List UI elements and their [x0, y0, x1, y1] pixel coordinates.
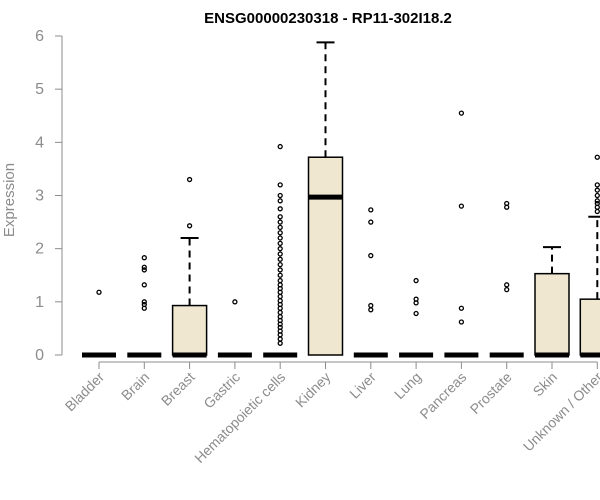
y-axis-label: Expression — [1, 163, 18, 237]
outlier-point — [277, 277, 283, 284]
outlier-point — [277, 267, 283, 273]
outlier-point — [277, 314, 283, 320]
box-7 — [399, 277, 434, 358]
outlier-point — [277, 324, 283, 331]
y-tick-label: 6 — [35, 28, 44, 45]
outlier-point — [277, 240, 283, 247]
box-0 — [82, 289, 116, 358]
outlier-point — [458, 110, 465, 116]
x-tick-label: Bladder — [62, 369, 108, 415]
outlier-point — [232, 299, 238, 305]
outlier-point — [277, 251, 283, 257]
outlier-point — [413, 296, 419, 302]
outlier-point — [277, 336, 283, 342]
outlier-point — [277, 182, 283, 188]
y-tick-label: 2 — [35, 241, 44, 258]
outlier-point — [277, 293, 283, 300]
box-series — [82, 41, 600, 358]
outlier-point — [277, 230, 283, 236]
outlier-point — [277, 224, 283, 231]
outlier-point — [594, 154, 600, 160]
outlier-point — [141, 282, 147, 288]
outlier-point — [277, 298, 283, 304]
outlier-point — [458, 305, 465, 311]
outlier-point — [368, 302, 374, 309]
y-tick-label: 0 — [35, 347, 44, 364]
x-tick-label: Liver — [346, 369, 379, 402]
outlier-point — [277, 206, 283, 212]
outlier-point — [368, 219, 374, 225]
outlier-point — [277, 192, 283, 199]
outlier-point — [277, 272, 283, 278]
outlier-point — [277, 261, 283, 268]
box-body — [307, 156, 344, 356]
y-tick-label: 3 — [35, 188, 44, 205]
outlier-point — [277, 309, 283, 316]
outlier-point — [277, 340, 283, 346]
outlier-point — [594, 200, 600, 207]
outlier-point — [141, 255, 147, 261]
box-body — [534, 272, 570, 356]
box-8 — [444, 110, 479, 358]
y-tick-label: 4 — [35, 134, 44, 151]
outlier-point — [368, 252, 374, 259]
x-tick-label: Prostate — [467, 369, 515, 417]
box-4 — [263, 143, 298, 358]
chart-title: ENSG00000230318 - RP11-302I18.2 — [204, 10, 452, 27]
outlier-point — [277, 282, 283, 288]
outlier-point — [277, 246, 283, 252]
y-tick-label: 5 — [35, 81, 44, 98]
outlier-point — [594, 208, 600, 215]
x-tick-label: Lung — [391, 369, 424, 402]
outlier-point — [458, 203, 465, 209]
box-9 — [489, 200, 524, 358]
box-2 — [171, 176, 208, 358]
outlier-point — [504, 286, 510, 293]
y-tick-label: 1 — [35, 294, 44, 311]
box-10 — [534, 246, 570, 358]
box-3 — [217, 299, 252, 358]
outlier-point — [141, 264, 147, 270]
outlier-point — [141, 267, 147, 273]
outlier-point — [96, 289, 102, 295]
outlier-point — [594, 182, 600, 188]
outlier-point — [594, 187, 600, 193]
y-axis-ticks: 0 1 2 3 4 5 6 — [35, 28, 62, 364]
box-body — [579, 298, 600, 356]
box-6 — [353, 207, 388, 358]
x-tick-label: Kidney — [292, 369, 334, 411]
outlier-point — [141, 299, 147, 305]
outlier-point — [368, 307, 374, 313]
outlier-point — [277, 214, 283, 220]
outlier-point — [504, 282, 510, 288]
outlier-point — [141, 301, 147, 308]
outlier-point — [594, 198, 600, 204]
box-1 — [127, 255, 162, 358]
box-11 — [579, 154, 600, 358]
outlier-point — [277, 219, 283, 225]
x-tick-label: Skin — [530, 369, 561, 400]
outlier-point — [277, 235, 283, 241]
x-tick-label: Unknown / Other — [520, 369, 600, 455]
outlier-point — [186, 223, 193, 229]
outlier-point — [413, 310, 419, 317]
outlier-point — [413, 277, 419, 284]
outlier-point — [368, 207, 374, 213]
outlier-point — [277, 198, 283, 204]
x-tick-label: Breast — [158, 369, 198, 409]
box-body — [171, 304, 208, 356]
outlier-point — [594, 192, 600, 199]
x-tick-label: Brain — [118, 369, 152, 403]
outlier-point — [277, 256, 283, 262]
outlier-point — [277, 143, 283, 150]
box-5 — [307, 41, 344, 356]
x-tick-label: Pancreas — [416, 369, 469, 422]
outlier-point — [186, 176, 193, 183]
outlier-point — [458, 319, 465, 325]
x-tick-label: Gastric — [200, 369, 243, 412]
outlier-point — [504, 200, 510, 207]
